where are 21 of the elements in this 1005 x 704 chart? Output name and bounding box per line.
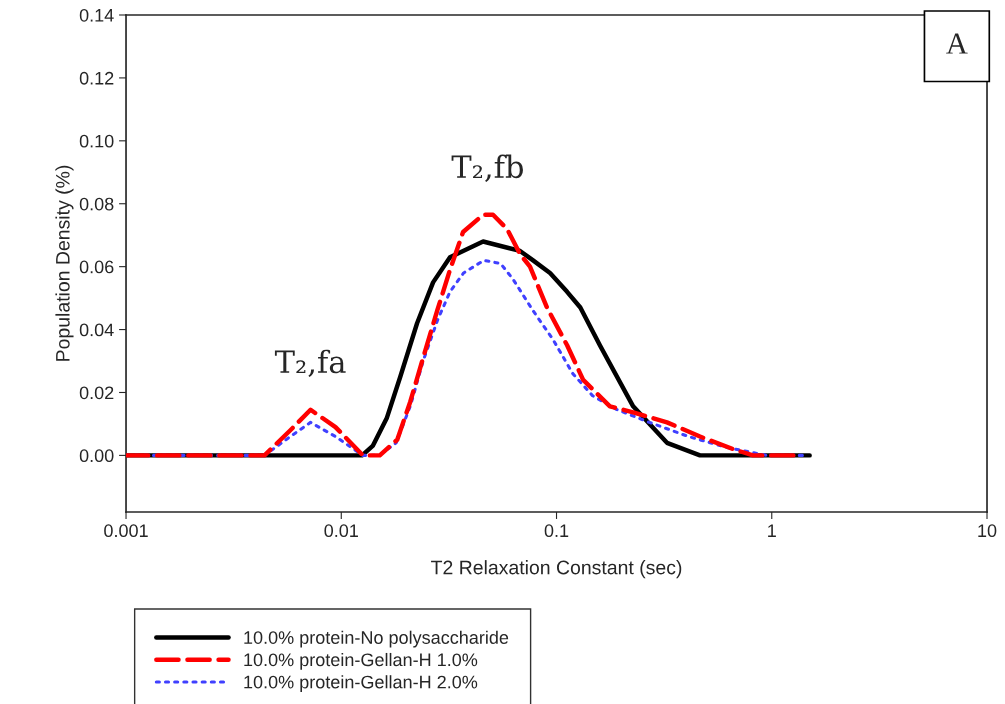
annotation: T₂,fb <box>451 154 523 182</box>
annotation: T₂,fa <box>274 349 346 378</box>
y-tick-label: 0.04 <box>79 323 114 337</box>
x-tick-label: 0.001 <box>104 524 148 538</box>
y-tick-label: 0.06 <box>79 260 114 274</box>
x-tick-label: 0.01 <box>324 524 358 538</box>
x-tick-label: 1 <box>768 524 776 537</box>
legend-label: 10.0% protein-Gellan-H 1.0% <box>244 652 478 670</box>
y-axis-title: Population Density (%) <box>55 165 74 361</box>
x-tick-label: 0.1 <box>544 524 569 538</box>
y-tick-label: 0.02 <box>79 386 114 400</box>
y-tick-label: 0.10 <box>79 134 114 148</box>
y-tick-label: 0.14 <box>79 8 114 22</box>
y-tick-label: 0.08 <box>79 197 114 211</box>
x-tick-label: 10 <box>978 524 997 538</box>
legend-label: 10.0% protein-No polysaccharide <box>244 630 509 648</box>
annotation: A <box>946 33 968 54</box>
legend-label: 10.0% protein-Gellan-H 2.0% <box>244 675 478 693</box>
x-axis-title: T2 Relaxation Constant (sec) <box>431 560 682 579</box>
y-tick-label: 0.00 <box>79 449 114 463</box>
y-tick-label: 0.12 <box>79 71 114 85</box>
